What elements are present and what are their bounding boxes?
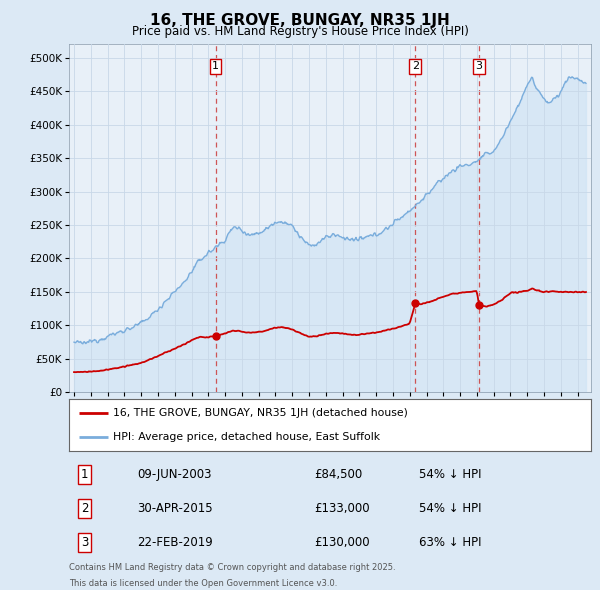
Text: 09-JUN-2003: 09-JUN-2003: [137, 468, 211, 481]
Text: £133,000: £133,000: [314, 502, 370, 515]
Text: 2: 2: [81, 502, 88, 515]
Text: HPI: Average price, detached house, East Suffolk: HPI: Average price, detached house, East…: [113, 432, 380, 442]
Text: £84,500: £84,500: [314, 468, 362, 481]
Text: 1: 1: [81, 468, 88, 481]
Text: 2: 2: [412, 61, 419, 71]
Text: 63% ↓ HPI: 63% ↓ HPI: [419, 536, 481, 549]
Text: Price paid vs. HM Land Registry's House Price Index (HPI): Price paid vs. HM Land Registry's House …: [131, 25, 469, 38]
Text: 22-FEB-2019: 22-FEB-2019: [137, 536, 212, 549]
Text: This data is licensed under the Open Government Licence v3.0.: This data is licensed under the Open Gov…: [69, 579, 337, 588]
Text: 54% ↓ HPI: 54% ↓ HPI: [419, 502, 481, 515]
Text: 3: 3: [81, 536, 88, 549]
Text: Contains HM Land Registry data © Crown copyright and database right 2025.: Contains HM Land Registry data © Crown c…: [69, 563, 395, 572]
Text: 1: 1: [212, 61, 219, 71]
Text: £130,000: £130,000: [314, 536, 370, 549]
Text: 3: 3: [476, 61, 482, 71]
Text: 30-APR-2015: 30-APR-2015: [137, 502, 212, 515]
Text: 16, THE GROVE, BUNGAY, NR35 1JH (detached house): 16, THE GROVE, BUNGAY, NR35 1JH (detache…: [113, 408, 408, 418]
Text: 54% ↓ HPI: 54% ↓ HPI: [419, 468, 481, 481]
Text: 16, THE GROVE, BUNGAY, NR35 1JH: 16, THE GROVE, BUNGAY, NR35 1JH: [150, 13, 450, 28]
